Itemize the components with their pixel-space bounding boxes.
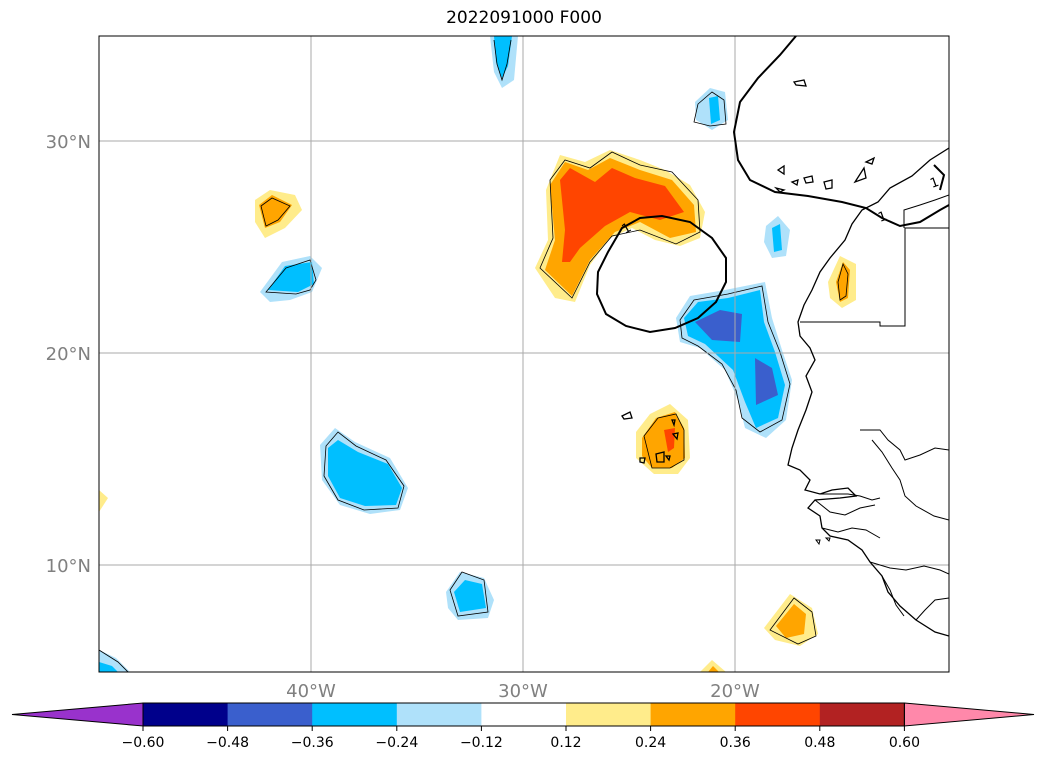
lat-label-30n: 30°N bbox=[46, 132, 91, 153]
colorbar-box bbox=[396, 703, 482, 726]
colorbar-tick-label: −0.60 bbox=[122, 735, 165, 751]
colorbar-tick-label: −0.36 bbox=[291, 735, 334, 751]
colorbar-box bbox=[143, 703, 229, 726]
field-blob-bottom-core bbox=[708, 666, 719, 672]
gridlines bbox=[99, 36, 949, 672]
field-blob-north-east bbox=[693, 88, 728, 130]
colorbar-extend-low bbox=[11, 702, 144, 727]
colorbar-box bbox=[566, 703, 652, 726]
lon-label-40w: 40°W bbox=[286, 681, 336, 702]
field-blob-central-warm bbox=[535, 150, 705, 302]
colorbar-extend-high bbox=[903, 702, 1035, 727]
field-blob-bottom-left bbox=[99, 649, 130, 672]
colorbar-box bbox=[650, 703, 736, 726]
colorbar-box bbox=[227, 703, 313, 726]
colorbar-tick-label: −0.12 bbox=[460, 735, 503, 751]
colorbar-tick-label: −0.48 bbox=[206, 735, 249, 751]
map-frame bbox=[98, 35, 950, 673]
field-blob-top bbox=[490, 36, 518, 88]
colorbar-tick-label: −0.24 bbox=[375, 735, 418, 751]
field-blob-sahara bbox=[828, 256, 856, 308]
lon-label-20w: 20°W bbox=[710, 681, 760, 702]
map-title: 2022091000 F000 bbox=[446, 8, 602, 28]
borders bbox=[800, 194, 949, 621]
field-blob-left-edge bbox=[99, 490, 108, 512]
colorbar-tick-label: 0.24 bbox=[635, 735, 666, 751]
contour-lines bbox=[595, 36, 949, 334]
field-blob-canary bbox=[764, 216, 790, 258]
colorbar-box bbox=[819, 703, 905, 726]
colorbar-tick-label: 0.36 bbox=[720, 735, 751, 751]
colorbar: −0.60 −0.48 −0.36 −0.24 −0.12 0.12 0.24 0.36 0.4… bbox=[11, 702, 1035, 751]
lon-label-30w: 30°W bbox=[498, 681, 548, 702]
coastlines bbox=[621, 79, 949, 637]
colorbar-box bbox=[481, 703, 567, 726]
lat-label-20n: 20°N bbox=[46, 344, 91, 365]
colorbar-tick-label: 0.12 bbox=[550, 735, 581, 751]
map-content: 1 1 1 bbox=[99, 36, 949, 672]
field-blob-south-east bbox=[764, 594, 818, 646]
colorbar-tick-label: 0.48 bbox=[804, 735, 835, 751]
colorbar-box bbox=[735, 703, 821, 726]
colorbar-tick-label: 0.60 bbox=[889, 735, 920, 751]
colorbar-outline bbox=[142, 702, 905, 727]
field-blob-west-central bbox=[320, 428, 408, 514]
field-blob-south-west bbox=[446, 571, 494, 620]
map-area bbox=[99, 36, 949, 672]
field-blob-west-blue bbox=[260, 256, 322, 302]
colorbar-box bbox=[312, 703, 398, 726]
field-blob-west-orange bbox=[255, 190, 302, 238]
lat-label-10n: 10°N bbox=[46, 556, 91, 577]
